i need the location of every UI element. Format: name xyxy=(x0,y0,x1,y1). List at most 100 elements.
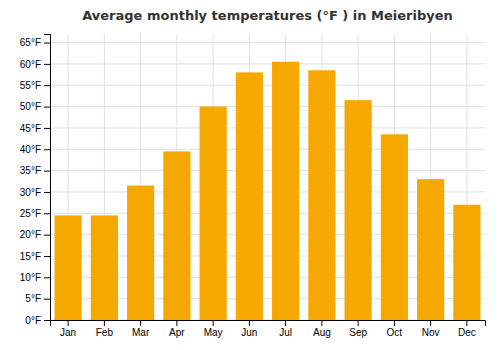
grid-line-y xyxy=(50,42,485,43)
x-tick-mark xyxy=(176,320,177,326)
y-tick: 0°F xyxy=(25,315,50,326)
x-tick-mark xyxy=(104,320,105,326)
x-tick-label: May xyxy=(204,327,223,338)
x-axis: Jan Feb Mar Apr May Jun Jul Aug Sep Oct Nov Dec xyxy=(51,320,486,338)
x-tick: May xyxy=(204,320,223,338)
y-tick-label: 0°F xyxy=(25,315,41,326)
x-tick-label: Aug xyxy=(313,327,331,338)
y-tick: 60°F xyxy=(20,59,50,70)
y-tick-mark xyxy=(44,149,50,150)
y-tick-label: 50°F xyxy=(20,101,41,112)
x-tick-label: Nov xyxy=(422,327,440,338)
bar xyxy=(453,205,480,320)
y-tick-mark xyxy=(44,299,50,300)
y-tick: 35°F xyxy=(20,165,50,176)
x-tick: Jul xyxy=(279,320,292,338)
bar xyxy=(127,186,154,320)
title: Average monthly temperatures (°F ) in Me… xyxy=(82,8,453,23)
y-tick-mark xyxy=(44,213,50,214)
y-tick-label: 15°F xyxy=(20,251,41,262)
x-tick-mark xyxy=(394,320,395,326)
y-tick-label: 55°F xyxy=(20,80,41,91)
grid-line-y xyxy=(50,149,485,150)
y-tick-label: 5°F xyxy=(25,293,41,304)
y-tick: 40°F xyxy=(20,144,50,155)
grid-line-y xyxy=(50,85,485,86)
y-tick-label: 40°F xyxy=(20,144,41,155)
x-tick-mark xyxy=(430,320,431,326)
y-tick-mark xyxy=(44,128,50,129)
bar xyxy=(200,107,227,320)
chart: Jan Feb Mar Apr May Jun Jul Aug Sep Oct Nov Dec 0°F 5… xyxy=(0,0,500,350)
y-tick: 5°F xyxy=(25,293,50,304)
y-tick-mark xyxy=(44,256,50,257)
x-tick-mark xyxy=(285,320,286,326)
y-axis-line xyxy=(44,35,51,321)
x-tick-mark xyxy=(358,320,359,326)
x-tick: Feb xyxy=(96,320,114,338)
x-tick-label: Jan xyxy=(60,327,76,338)
bar xyxy=(381,134,408,320)
y-tick-label: 20°F xyxy=(20,229,41,240)
y-tick: 65°F xyxy=(20,37,50,48)
x-tick-label: Jul xyxy=(279,327,292,338)
x-tick-mark xyxy=(68,320,69,326)
y-tick: 20°F xyxy=(20,229,50,240)
grid-line-y xyxy=(50,106,485,107)
x-tick: Oct xyxy=(387,320,403,338)
x-tick-label: Sep xyxy=(349,327,367,338)
grid-line-y xyxy=(50,63,485,64)
bar xyxy=(417,179,444,320)
x-tick: Jun xyxy=(241,320,257,338)
y-tick-mark xyxy=(44,85,50,86)
x-tick-label: Mar xyxy=(132,327,150,338)
y-tick-label: 45°F xyxy=(20,123,41,134)
y-tick-label: 35°F xyxy=(20,165,41,176)
x-tick-mark xyxy=(213,320,214,326)
y-tick-mark xyxy=(44,107,50,108)
y-tick-mark xyxy=(44,43,50,44)
y-tick: 10°F xyxy=(20,272,50,283)
x-axis-line xyxy=(51,321,486,327)
y-tick: 15°F xyxy=(20,251,50,262)
x-tick: Apr xyxy=(169,320,185,338)
bar xyxy=(272,62,299,320)
y-tick-mark xyxy=(44,277,50,278)
y-tick-label: 25°F xyxy=(20,208,41,219)
x-tick: Nov xyxy=(422,320,440,338)
y-tick-label: 10°F xyxy=(20,272,41,283)
x-tick: Mar xyxy=(132,320,150,338)
y-tick-mark xyxy=(44,64,50,65)
y-tick: 55°F xyxy=(20,80,50,91)
x-tick-mark xyxy=(466,320,467,326)
x-tick-label: Feb xyxy=(96,327,114,338)
bar xyxy=(345,100,372,320)
x-tick-mark xyxy=(140,320,141,326)
bar xyxy=(91,215,118,320)
x-tick-label: Apr xyxy=(169,327,185,338)
y-tick: 25°F xyxy=(20,208,50,219)
y-tick-mark xyxy=(44,235,50,236)
x-tick-label: Jun xyxy=(241,327,257,338)
bar xyxy=(308,70,335,320)
x-tick-mark xyxy=(249,320,250,326)
y-tick-label: 30°F xyxy=(20,187,41,198)
y-tick-label: 65°F xyxy=(20,37,41,48)
y-tick: 45°F xyxy=(20,123,50,134)
y-tick: 30°F xyxy=(20,187,50,198)
bar xyxy=(236,72,263,320)
bar xyxy=(55,215,82,320)
y-tick-mark xyxy=(44,171,50,172)
x-tick-mark xyxy=(321,320,322,326)
x-tick-label: Dec xyxy=(458,327,476,338)
x-tick: Aug xyxy=(313,320,331,338)
y-tick-mark xyxy=(44,320,50,321)
bar xyxy=(163,151,190,320)
x-tick: Jan xyxy=(60,320,76,338)
grid xyxy=(50,34,485,320)
x-tick: Sep xyxy=(349,320,367,338)
plot: Jan Feb Mar Apr May Jun Jul Aug Sep Oct Nov Dec 0°F 5… xyxy=(20,34,486,338)
bars xyxy=(55,62,481,320)
x-tick: Dec xyxy=(458,320,476,338)
grid-line-y xyxy=(50,127,485,128)
